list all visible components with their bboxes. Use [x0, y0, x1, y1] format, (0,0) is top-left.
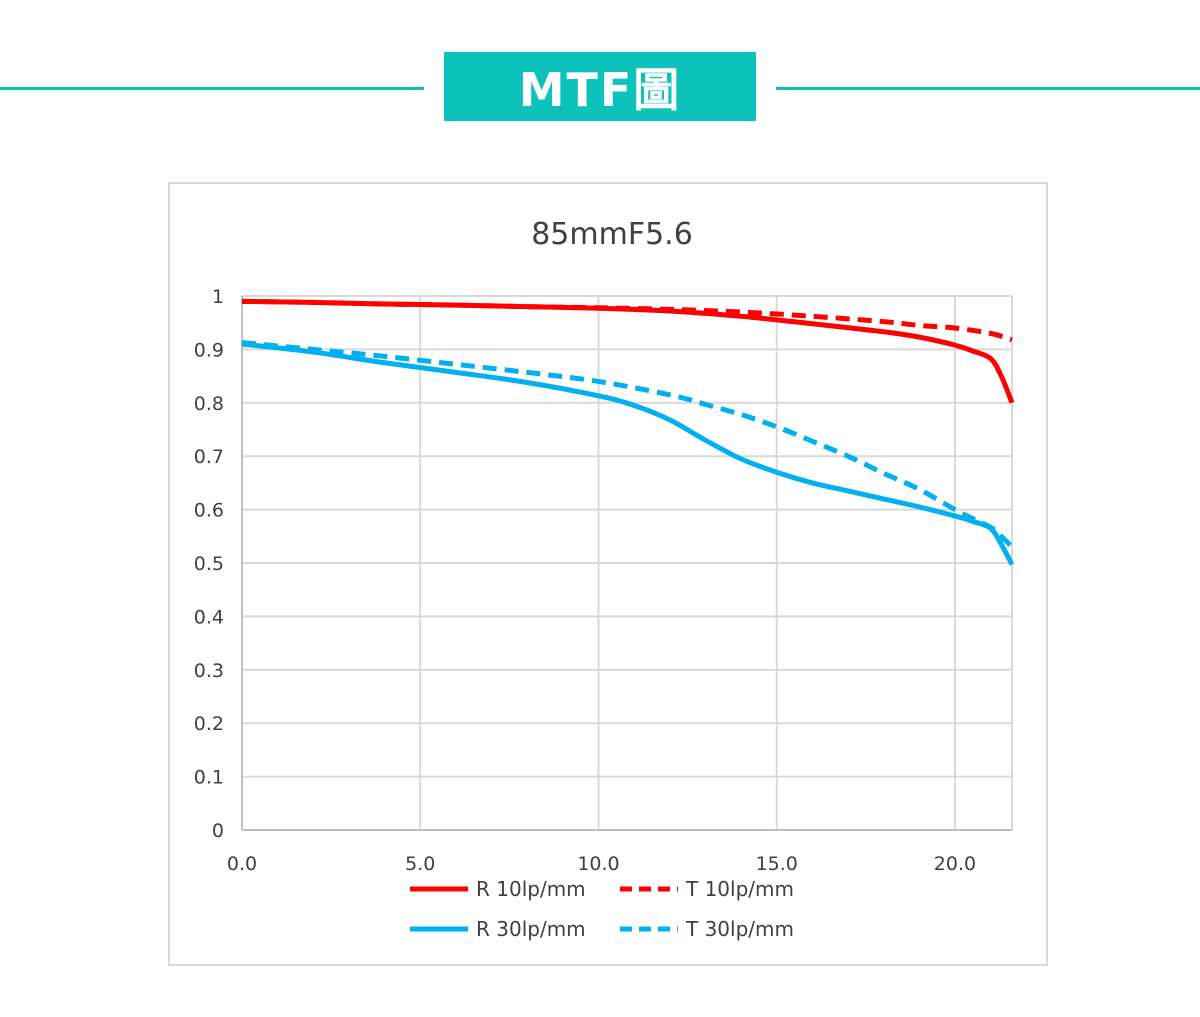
- chart-card: 85mmF5.6 0 0.1 0.2 0.3 0.4 0.5 0.6 0.7 0.8 0.9 1 0.…: [168, 182, 1048, 966]
- chart-title: 85mmF5.6: [531, 217, 693, 252]
- series-line-r-30lp-mm: [241, 341, 1015, 566]
- header-title: MTF圖: [518, 62, 682, 117]
- legend-label: T 10lp/mm: [685, 877, 794, 901]
- legend-label: R 30lp/mm: [476, 917, 586, 941]
- series-layer: [241, 298, 1015, 566]
- y-tick-label: 0.7: [194, 446, 224, 468]
- mtf-chart: 85mmF5.6 00.10.20.30.40.50.60.70.80.910.…: [194, 217, 1015, 941]
- x-tick-label: 15.0: [756, 853, 798, 875]
- legend-label: R 10lp/mm: [476, 877, 586, 901]
- legend-label: T 30lp/mm: [685, 917, 794, 941]
- x-tick-label: 0.0: [227, 853, 257, 875]
- y-tick-label: 0.5: [194, 553, 224, 575]
- x-tick-label: 5.0: [405, 853, 435, 875]
- y-tick-label: 0.4: [194, 606, 224, 628]
- grid-layer: [241, 295, 1013, 831]
- series-line-t-30lp-mm: [241, 339, 1014, 549]
- y-tick-label: 0.1: [194, 767, 224, 789]
- y-tick-label: 0.8: [194, 393, 224, 415]
- y-tick-label: 0.2: [194, 713, 224, 735]
- header-divider-left: [0, 87, 424, 90]
- y-tick-label: 1: [212, 286, 224, 308]
- tick-layer: 00.10.20.30.40.50.60.70.80.910.0 5.0 10.0 1…: [194, 286, 976, 875]
- y-tick-label: 0.3: [194, 660, 224, 682]
- x-tick-label: 20.0: [934, 853, 976, 875]
- x-tick-label: 10.0: [577, 853, 619, 875]
- series-line-r-10lp-mm: [241, 298, 1015, 404]
- header-divider-right: [776, 87, 1200, 90]
- y-tick-label: 0.9: [194, 339, 224, 361]
- header-banner: MTF圖: [444, 52, 756, 121]
- y-tick-label: 0.6: [194, 500, 224, 522]
- y-tick-label: 0: [212, 820, 224, 842]
- legend: R 10lp/mm T 10lp/mm R 30lp/mm T 30lp/mm: [410, 877, 794, 941]
